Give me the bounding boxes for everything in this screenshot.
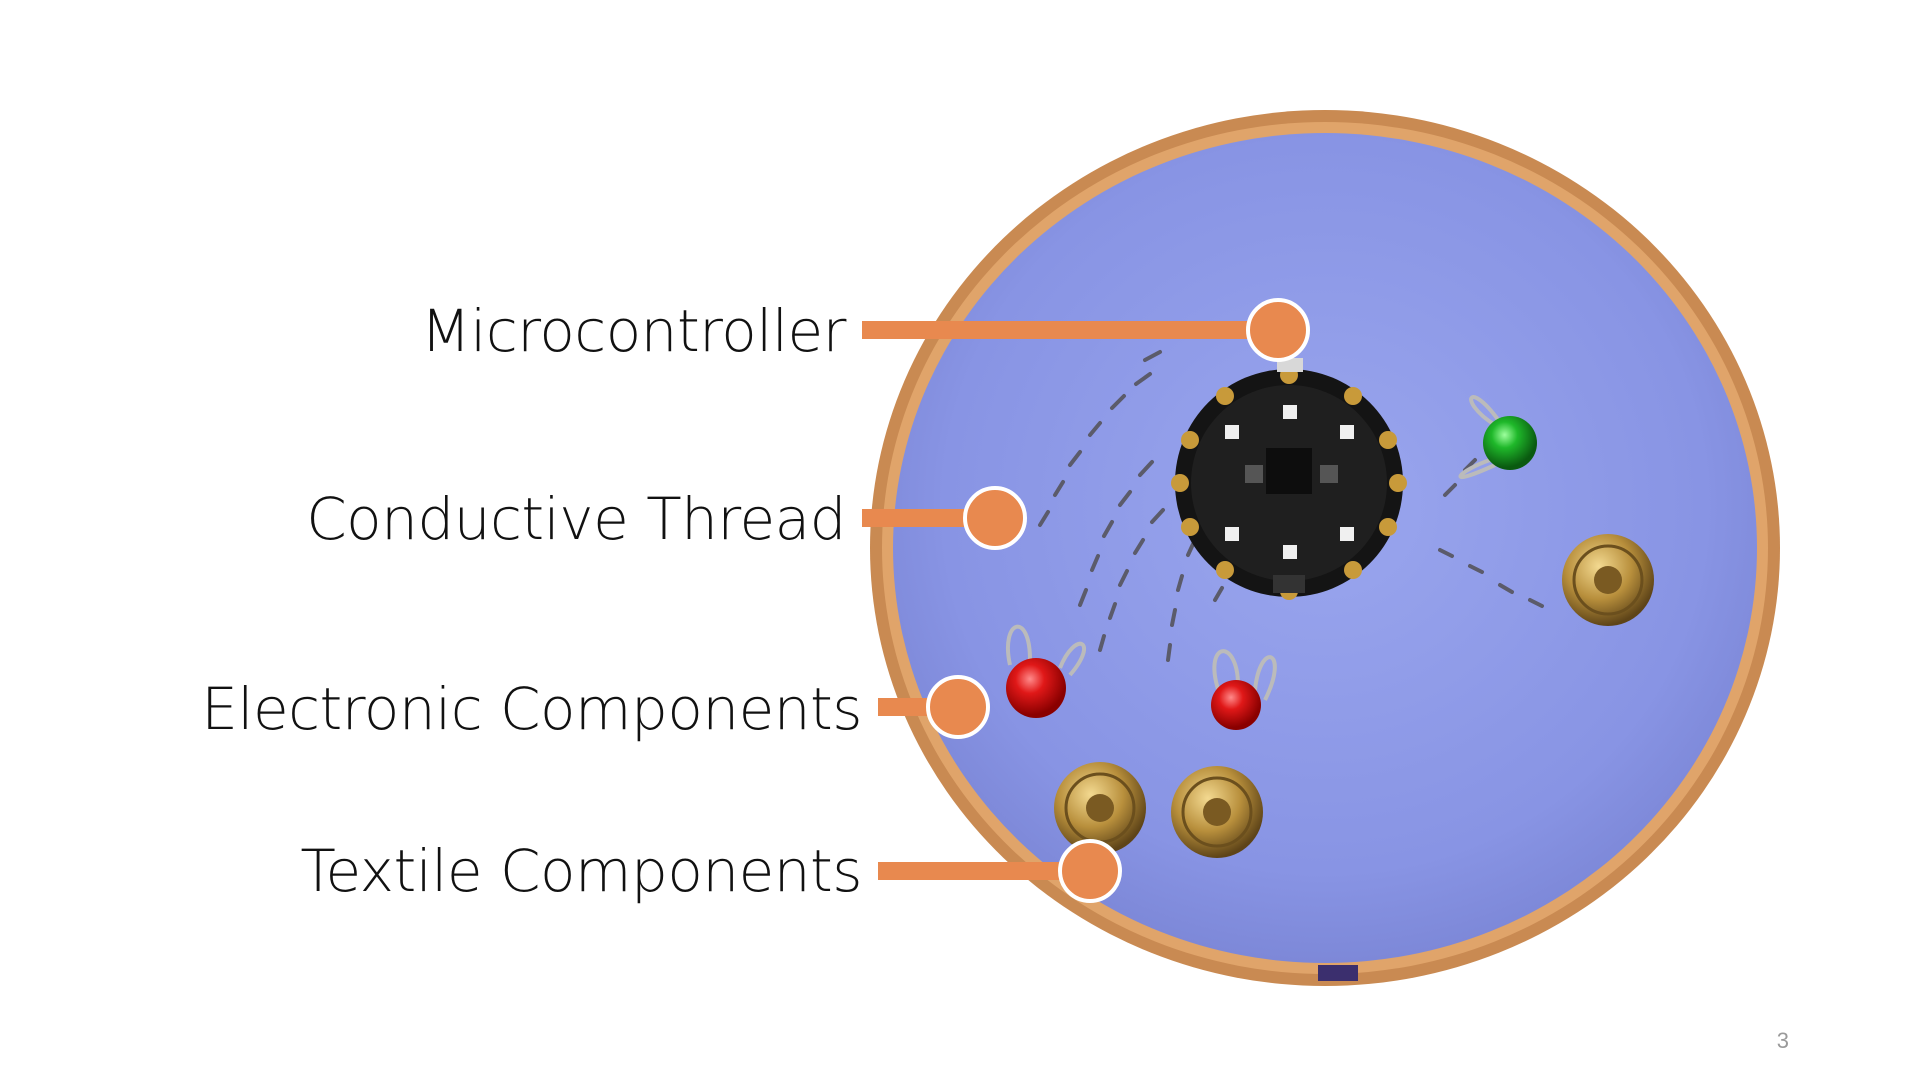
callout-conductive-thread [862,486,1027,550]
label-microcontroller: Microcontroller [420,297,847,365]
callout-microcontroller [862,298,1310,362]
callout-electronic-components [878,675,990,739]
gold-button-right [1562,534,1654,626]
label-textile-components: Textile Components [300,837,862,905]
circuit-playground-board [1171,358,1407,600]
label-conductive-thread: Conductive Thread [306,485,846,553]
label-electronic-components: Electronic Components [201,675,862,743]
conductive-thread-stitches [1038,328,1544,662]
green-led [1458,395,1537,480]
callout-textile-components [878,839,1122,903]
gold-button-middle [1171,766,1263,858]
gold-button-left [1054,762,1146,854]
red-led-left [1006,624,1087,718]
red-led-middle [1211,649,1277,730]
page-number: 3 [1776,1028,1789,1053]
